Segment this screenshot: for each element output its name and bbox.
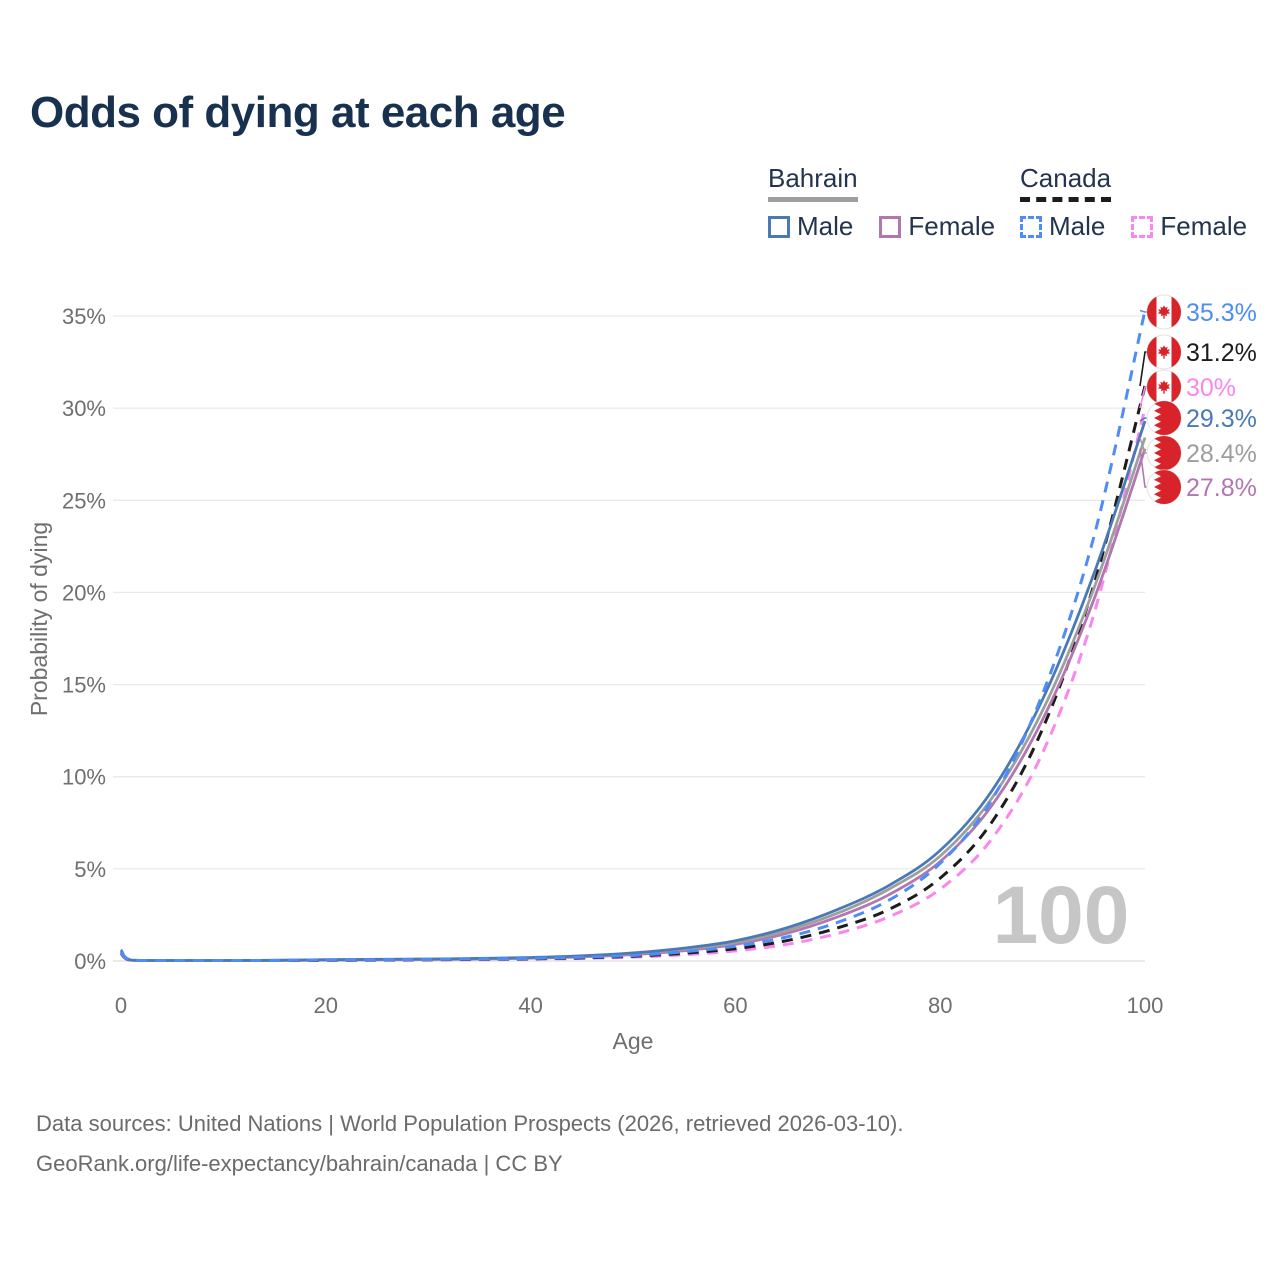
legend-group-bahrain: Bahrain Male Female — [768, 163, 1013, 242]
y-tick-label: 35% — [62, 304, 106, 329]
bahrain-female-swatch-icon — [879, 215, 902, 238]
y-axis-title: Probability of dying — [26, 522, 52, 716]
y-tick-label: 15% — [62, 673, 106, 698]
x-tick-label: 20 — [314, 993, 338, 1018]
legend-heading-canada[interactable]: Canada — [1020, 163, 1112, 202]
legend-item-label: Female — [908, 211, 996, 241]
end-label-layer: 35.3% 31.2% 30% 29.3% 28.4% 27.8% — [1139, 295, 1257, 506]
bahrain-flag-icon — [1147, 469, 1182, 505]
end-label-bahrain-male: 29.3% — [1186, 405, 1257, 433]
legend-item-label: Male — [797, 211, 854, 241]
end-label-canada: 31.2% — [1186, 339, 1257, 367]
end-label-bahrain-female: 27.8% — [1186, 474, 1257, 502]
canada-female-swatch-icon — [1131, 215, 1154, 238]
x-axis-title: Age — [613, 1028, 654, 1054]
data-source-note: Data sources: United Nations | World Pop… — [36, 1104, 903, 1184]
legend-heading-bahrain[interactable]: Bahrain — [768, 163, 858, 202]
curve-layer — [119, 310, 1147, 962]
y-tick-label: 10% — [62, 765, 106, 790]
curve-canada-male[interactable] — [119, 310, 1147, 962]
end-label-canada-female: 30% — [1186, 374, 1236, 402]
x-tick-label: 80 — [928, 993, 952, 1018]
legend: Bahrain Male Female Canada Male — [0, 163, 1280, 243]
curve-bahrain[interactable] — [119, 437, 1147, 962]
x-tick-label: 0 — [115, 993, 127, 1018]
legend-item-canada-male[interactable]: Male — [1020, 211, 1105, 242]
bahrain-flag-icon — [1147, 435, 1182, 471]
page-title: Odds of dying at each age — [30, 88, 566, 137]
curve-canada[interactable] — [119, 385, 1147, 962]
source-line-1: Data sources: United Nations | World Pop… — [36, 1111, 904, 1136]
canada-flag-icon — [1147, 335, 1182, 370]
legend-item-canada-female[interactable]: Female — [1131, 211, 1247, 242]
legend-item-label: Female — [1160, 211, 1248, 241]
end-label-canada-male: 35.3% — [1186, 299, 1257, 327]
legend-item-label: Male — [1049, 211, 1106, 241]
grid-layer: 0% 5% 10% 15% 20% 25% 30% 35% 0 20 40 60 80 100 — [62, 304, 1163, 1018]
legend-item-bahrain-male[interactable]: Male — [768, 211, 853, 242]
curve-bahrain-male[interactable] — [119, 420, 1147, 962]
x-tick-label: 40 — [518, 993, 542, 1018]
y-tick-label: 0% — [74, 949, 106, 974]
curve-bahrain-female[interactable] — [119, 448, 1147, 962]
y-tick-label: 25% — [62, 488, 106, 513]
legend-group-canada: Canada Male Female — [1020, 163, 1265, 242]
source-line-2: GeoRank.org/life-expectancy/bahrain/cana… — [36, 1151, 563, 1177]
y-tick-label: 5% — [74, 857, 106, 882]
x-tick-label: 100 — [1127, 993, 1164, 1018]
age-watermark: 100 — [993, 870, 1130, 961]
canada-male-swatch-icon — [1020, 215, 1042, 238]
end-label-bahrain: 28.4% — [1186, 440, 1257, 468]
bahrain-male-swatch-icon — [768, 215, 790, 238]
curve-canada-female[interactable] — [119, 407, 1147, 962]
x-tick-label: 60 — [723, 993, 747, 1018]
bahrain-flag-icon — [1147, 400, 1182, 436]
canada-flag-icon — [1147, 295, 1182, 330]
y-tick-label: 20% — [62, 580, 106, 605]
canada-flag-icon — [1147, 370, 1182, 405]
legend-item-bahrain-female[interactable]: Female — [879, 211, 995, 242]
y-tick-label: 30% — [62, 396, 106, 421]
